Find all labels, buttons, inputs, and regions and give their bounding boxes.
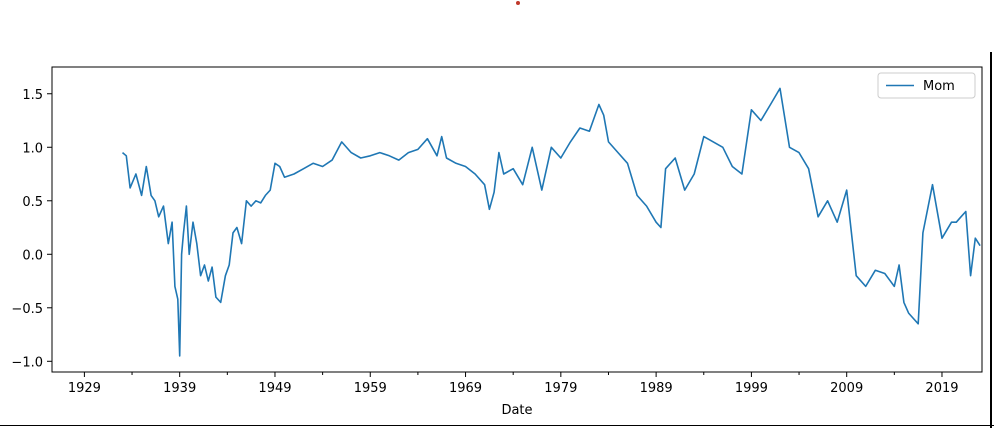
series-line-mom (121, 87, 981, 357)
x-tick-label: 2019 (925, 381, 958, 396)
y-axis: −1.0 −0.5 0.0 0.5 1.0 1.5 (11, 88, 52, 370)
y-tick-label: 1.0 (22, 141, 43, 156)
plot-frame (51, 66, 983, 373)
x-tick-label: 1959 (354, 381, 387, 396)
window-edge-bottom (0, 425, 994, 426)
x-axis-label: Date (501, 403, 532, 418)
y-tick-label: 1.5 (22, 88, 43, 103)
x-tick-label: 1989 (640, 381, 673, 396)
x-tick-label: 1949 (258, 381, 291, 396)
x-tick-label: 1979 (544, 381, 577, 396)
x-tick-label: 1939 (163, 381, 196, 396)
x-tick-label: 1929 (68, 381, 101, 396)
y-tick-label: 0.5 (22, 195, 43, 210)
x-tick-label: 1969 (449, 381, 482, 396)
y-tick-label: −0.5 (11, 302, 43, 317)
legend-label: Mom (923, 79, 955, 94)
legend: Mom (877, 72, 976, 99)
x-tick-label: 1999 (735, 381, 768, 396)
y-tick-label: 0.0 (22, 248, 43, 263)
legend-box (877, 72, 976, 99)
x-tick-label: 2009 (830, 381, 863, 396)
x-axis: 1929 1939 1949 1959 1969 1979 1989 1999 2009 2019 (68, 372, 959, 396)
y-tick-label: −1.0 (11, 355, 43, 370)
window-edge-right (990, 52, 992, 428)
marker-dot (516, 1, 520, 5)
